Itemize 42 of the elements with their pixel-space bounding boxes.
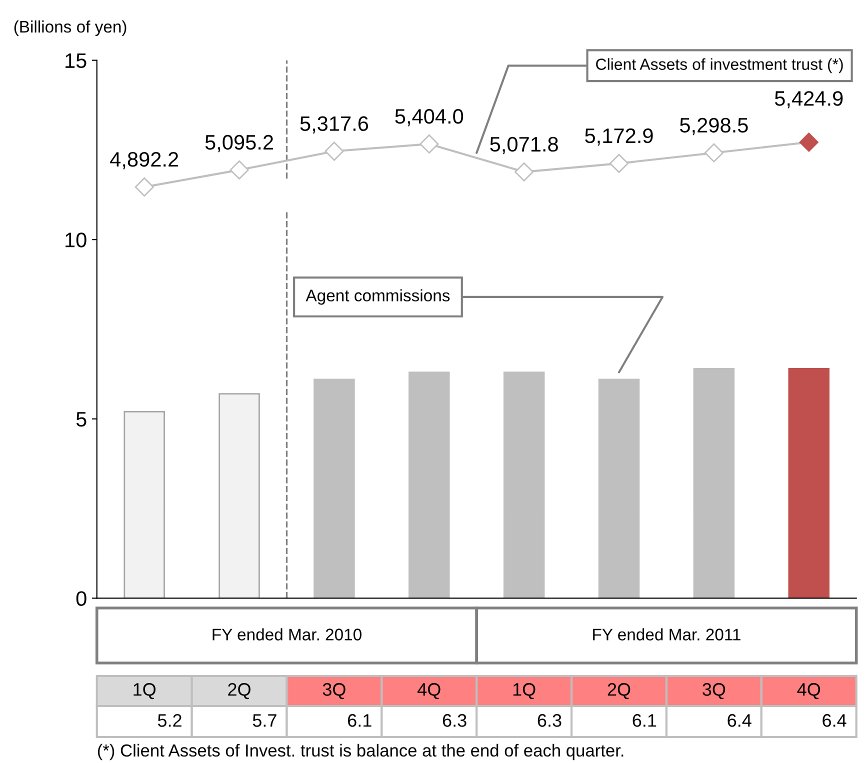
text: FY ended Mar. 2010 bbox=[212, 628, 362, 640]
data-label: 6.3 bbox=[538, 714, 562, 727]
y-tick-label: 15 bbox=[66, 53, 86, 68]
y-tick-label: 10 bbox=[66, 232, 86, 248]
point bbox=[420, 134, 439, 154]
x-tick-label: 2Q bbox=[228, 683, 250, 700]
y-tick-label: 0 bbox=[76, 591, 86, 606]
x-tick-label: 4Q bbox=[797, 683, 820, 700]
data-label: 5,095.2 bbox=[205, 134, 273, 152]
point bbox=[704, 143, 724, 162]
point bbox=[799, 132, 818, 152]
x-tick-label: 2Q bbox=[608, 683, 630, 700]
y-axis-title: (Billions of yen) bbox=[14, 20, 126, 36]
data-label: 6.1 bbox=[348, 714, 372, 727]
data-label: 6.1 bbox=[632, 714, 656, 727]
point bbox=[514, 162, 534, 182]
data-label: 5.7 bbox=[252, 714, 276, 727]
data-label: 6.4 bbox=[822, 714, 846, 727]
point bbox=[230, 160, 249, 180]
data-label: 5,298.5 bbox=[680, 118, 748, 136]
data-label: 5,172.9 bbox=[585, 128, 653, 146]
y-tick-label: 5 bbox=[76, 412, 86, 427]
point bbox=[324, 142, 344, 161]
data-label: 5,404.0 bbox=[395, 108, 464, 126]
point bbox=[609, 154, 629, 173]
x-tick-label: 1Q bbox=[134, 683, 156, 700]
text: (*) Client Assets of Invest. trust is balance at the end of each quarter. bbox=[98, 744, 624, 760]
data-label: 5,071.8 bbox=[490, 136, 558, 154]
text: FY ended Mar. 2011 bbox=[593, 628, 740, 640]
x-tick-label: 3Q bbox=[702, 683, 726, 700]
data-label: 4,892.2 bbox=[110, 152, 178, 170]
data-label: 5.2 bbox=[158, 714, 182, 727]
x-tick-label: 3Q bbox=[322, 683, 346, 700]
data-label: 6.4 bbox=[728, 714, 752, 727]
point bbox=[134, 177, 154, 197]
data-label: 5,317.6 bbox=[300, 116, 368, 134]
text: Client Assets of investment trust (*) bbox=[596, 58, 843, 74]
text: Agent commissions bbox=[306, 289, 450, 305]
x-tick-label: 1Q bbox=[513, 683, 536, 700]
x-tick-label: 4Q bbox=[418, 683, 440, 700]
data-label: 6.3 bbox=[442, 714, 466, 727]
data-label: 5,424.9 bbox=[774, 91, 843, 108]
